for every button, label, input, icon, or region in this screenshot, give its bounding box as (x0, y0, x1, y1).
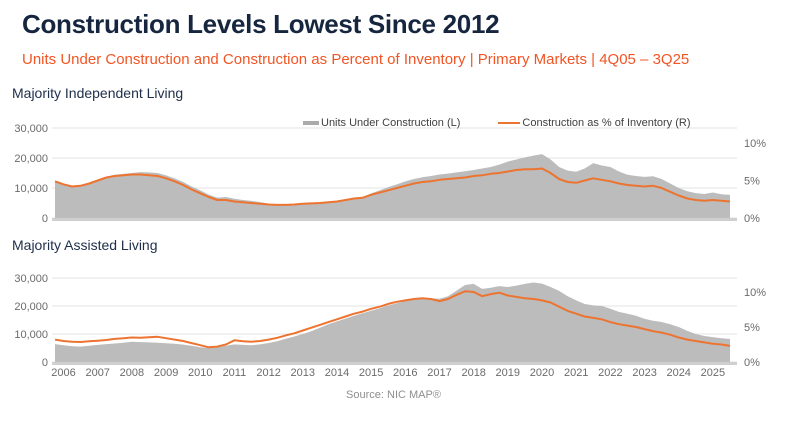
chart-title-assisted-living: Majority Assisted Living (12, 236, 158, 253)
right-axis-tick: 0% (744, 357, 760, 369)
x-axis-year-label: 2023 (632, 367, 656, 379)
right-axis-tick: 10% (744, 138, 766, 150)
x-axis-year-label: 2010 (188, 367, 212, 379)
left-axis-tick: 10,000 (14, 183, 48, 195)
x-axis-year-label: 2022 (598, 367, 622, 379)
x-axis-year-label: 2012 (256, 367, 280, 379)
x-axis-year-label: 2006 (51, 367, 75, 379)
source-note: Source: NIC MAP® (346, 388, 441, 401)
legend-label-percent: Construction as % of Inventory (R) (522, 116, 691, 129)
left-axis-tick: 20,000 (14, 153, 48, 165)
right-axis-tick: 10% (744, 287, 766, 299)
x-axis-year-label: 2020 (530, 367, 554, 379)
left-axis-tick: 30,000 (14, 273, 48, 285)
x-axis-year-label: 2013 (291, 367, 315, 379)
independent-living-chart-area: 0 10,000 20,000 30,000 0% 5% 10% Units Under C… (0, 106, 787, 224)
x-axis-year-label: 2009 (154, 367, 178, 379)
left-axis-tick: 10,000 (14, 329, 48, 341)
x-axis-year-label: 2015 (359, 367, 383, 379)
page-title: Construction Levels Lowest Since 2012 (22, 9, 500, 39)
x-axis-year-label: 2017 (427, 367, 451, 379)
legend-item-percent: Construction as % of Inventory (R) (498, 116, 691, 129)
right-axis-tick: 5% (744, 322, 760, 334)
legend-label-units: Units Under Construction (L) (321, 116, 461, 129)
left-axis-tick: 0 (42, 357, 48, 369)
legend-item-units: Units Under Construction (L) (303, 117, 460, 129)
x-axis-year-label: 2007 (85, 367, 109, 379)
units-area-series (55, 153, 730, 218)
area-series-swatch-icon (303, 120, 319, 125)
x-axis-year-label: 2008 (120, 367, 144, 379)
independent-living-chart: 0 10,000 20,000 30,000 0% 5% 10% (14, 123, 766, 224)
x-axis-year-label: 2019 (496, 367, 520, 379)
left-axis-tick: 0 (42, 213, 48, 224)
units-area-series (55, 282, 730, 362)
x-axis-year-label: 2025 (701, 367, 725, 379)
left-axis-tick: 20,000 (14, 301, 48, 313)
line-series-swatch-icon (498, 121, 521, 124)
chart-legend: Units Under Construction (L) Constructio… (303, 117, 691, 129)
percent-line-series (54, 167, 731, 206)
x-axis-year-label: 2024 (666, 367, 690, 379)
page-subtitle: Units Under Construction and Constructio… (22, 50, 690, 68)
x-axis-year-label: 2011 (223, 367, 247, 379)
assisted-living-chart-area: 0 10,000 20,000 30,000 0% 5% 10% 2006 2007 2008 20… (0, 258, 787, 382)
percent-line-series (54, 290, 731, 349)
right-axis-tick: 5% (744, 175, 760, 187)
x-axis-year-label: 2016 (393, 367, 417, 379)
assisted-living-chart: 0 10,000 20,000 30,000 0% 5% 10% 2006 2007 2008 20… (14, 273, 766, 379)
left-axis-tick: 30,000 (14, 123, 48, 135)
x-axis-year-label: 2021 (564, 367, 588, 379)
x-axis-year-label: 2018 (461, 367, 485, 379)
x-axis-year-label: 2014 (325, 367, 349, 379)
right-axis-tick: 0% (744, 213, 760, 224)
chart-title-independent-living: Majority Independent Living (12, 84, 184, 101)
